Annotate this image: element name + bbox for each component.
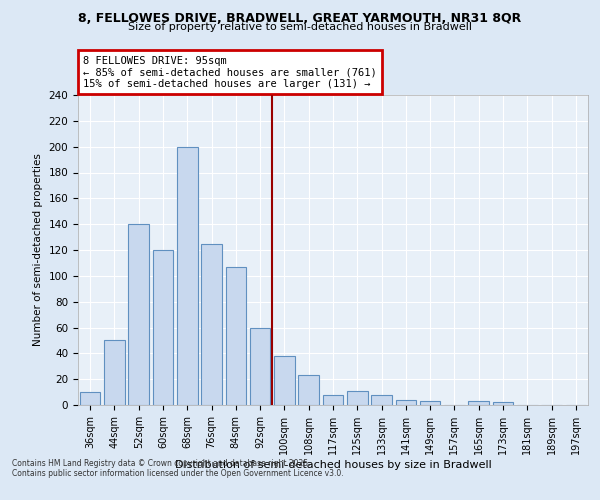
Bar (298, 376, 319, 405)
Text: 8 FELLOWES DRIVE: 95sqm
← 85% of semi-detached houses are smaller (761)
15% of s: 8 FELLOWES DRIVE: 95sqm ← 85% of semi-de… (83, 56, 377, 89)
Bar (128, 224, 149, 405)
Bar (226, 267, 246, 405)
Text: 8, FELLOWES DRIVE, BRADWELL, GREAT YARMOUTH, NR31 8QR: 8, FELLOWES DRIVE, BRADWELL, GREAT YARMO… (79, 12, 521, 26)
Text: Contains HM Land Registry data © Crown copyright and database right 2025.: Contains HM Land Registry data © Crown c… (12, 458, 311, 468)
Bar (469, 401, 489, 405)
Text: Contains public sector information licensed under the Open Government Licence v3: Contains public sector information licen… (12, 468, 344, 477)
Bar (152, 250, 173, 405)
Bar (493, 402, 514, 405)
Bar (420, 401, 440, 405)
Bar (201, 244, 222, 405)
Bar (347, 391, 368, 405)
Bar (250, 328, 271, 405)
X-axis label: Distribution of semi-detached houses by size in Bradwell: Distribution of semi-detached houses by … (175, 460, 491, 469)
Bar (323, 394, 343, 405)
Bar (177, 146, 197, 405)
Bar (80, 392, 100, 405)
Bar (371, 394, 392, 405)
Bar (104, 340, 125, 405)
Bar (395, 400, 416, 405)
Y-axis label: Number of semi-detached properties: Number of semi-detached properties (33, 154, 43, 346)
Bar (274, 356, 295, 405)
Text: Size of property relative to semi-detached houses in Bradwell: Size of property relative to semi-detach… (128, 22, 472, 32)
